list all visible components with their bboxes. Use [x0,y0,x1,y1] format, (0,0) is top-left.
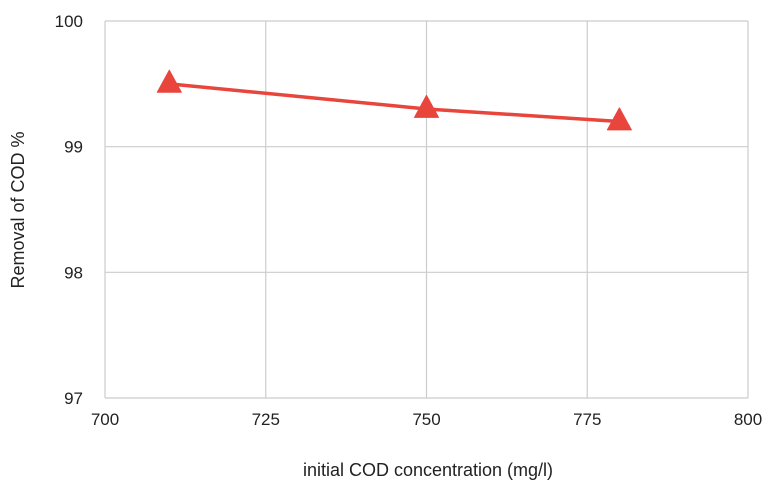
x-tick-label: 725 [252,410,280,429]
tick-labels: 700 725 750 775 800 97 98 99 100 [55,12,763,429]
y-axis-title: Removal of COD % [8,131,28,288]
x-tick-label: 700 [91,410,119,429]
x-axis-title: initial COD concentration (mg/l) [303,460,553,480]
y-tick-label: 97 [64,389,83,408]
y-tick-label: 99 [64,138,83,157]
series [156,69,632,131]
x-tick-label: 750 [412,410,440,429]
y-tick-label: 98 [64,263,83,282]
x-tick-label: 800 [734,410,762,429]
triangle-marker [156,69,182,93]
grid [104,20,749,399]
series-line [167,82,622,124]
triangle-marker [414,94,439,118]
x-tick-label: 775 [573,410,601,429]
triangle-marker [606,107,632,131]
y-tick-label: 100 [55,12,83,31]
